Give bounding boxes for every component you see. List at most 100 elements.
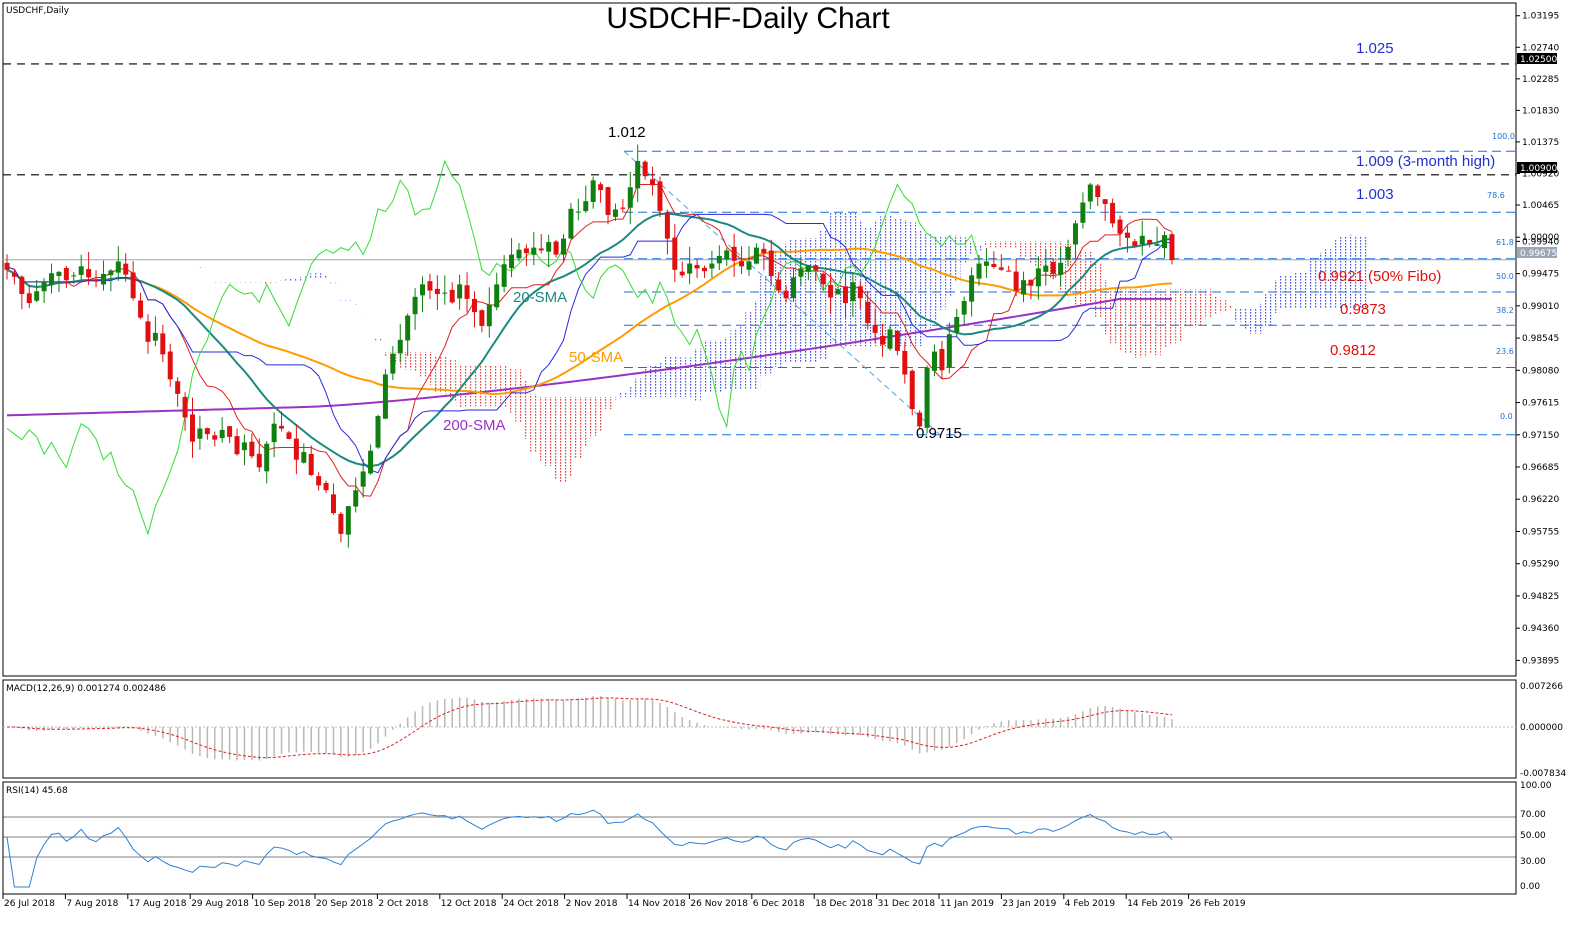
cloud-segment <box>322 275 330 278</box>
cloud-segment <box>1153 289 1161 356</box>
cloud-segment <box>1264 294 1273 327</box>
x-tick-label: 20 Sep 2018 <box>316 899 373 909</box>
cloud-segment <box>530 394 538 454</box>
cloud-segment <box>1168 289 1176 345</box>
candle-body <box>26 293 32 304</box>
candle-body <box>34 291 40 301</box>
candle-body <box>316 476 322 486</box>
candle-body <box>360 471 366 487</box>
x-tick-label: 12 Oct 2018 <box>441 899 497 909</box>
candle-body <box>204 428 210 435</box>
y-tick-label: 1.00920 <box>1522 169 1559 179</box>
rsi-panel <box>2 781 1517 895</box>
candle-body <box>902 350 908 375</box>
candle-body <box>531 247 537 255</box>
candle-body <box>41 282 47 292</box>
cloud-segment <box>285 279 293 281</box>
y-tick-label: 0.99940 <box>1522 237 1559 247</box>
sma50-line <box>6 247 1172 396</box>
cloud-segment <box>648 364 657 397</box>
candle-body <box>375 416 381 448</box>
candle-body <box>872 324 878 333</box>
candle-body <box>798 268 804 277</box>
x-tick-label: 4 Feb 2019 <box>1065 899 1116 909</box>
candle-body <box>1065 246 1071 260</box>
y-tick-label: 0.96220 <box>1522 495 1559 505</box>
candle-body <box>538 248 544 251</box>
cloud-segment <box>1361 237 1369 309</box>
cloud-segment <box>1242 308 1250 329</box>
candle-body <box>731 246 737 261</box>
cloud-segment <box>774 250 783 367</box>
rsi-tick-100: 100.00 <box>1520 781 1552 791</box>
candle-body <box>464 285 470 299</box>
x-tick-label: 23 Jan 2019 <box>1002 899 1056 909</box>
fib-236-label: 23.6 <box>1496 347 1514 356</box>
x-tick-label: 7 Aug 2018 <box>66 899 118 909</box>
cloud-segment <box>596 396 605 431</box>
candle-body <box>11 272 17 277</box>
cloud-segment <box>1064 243 1072 297</box>
cloud-segment <box>901 219 909 347</box>
cloud-segment <box>448 359 456 402</box>
cloud-segment <box>656 362 664 397</box>
candle-body <box>115 261 121 273</box>
candle-body <box>709 263 715 269</box>
cloud-segment <box>819 230 827 360</box>
candle-body <box>575 211 581 213</box>
cloud-segment <box>225 281 234 283</box>
x-tick-label: 6 Dec 2018 <box>753 899 805 909</box>
cloud-segment <box>574 396 583 459</box>
cloud-segment <box>1190 289 1198 328</box>
cloud-segment <box>337 299 345 301</box>
y-tick-label: 1.00465 <box>1522 201 1559 211</box>
cloud-segment <box>314 273 323 278</box>
cloud-segment <box>953 235 961 282</box>
cloud-segment <box>1183 289 1191 328</box>
cloud-segment <box>403 351 412 370</box>
candle-body <box>612 209 618 217</box>
cloud-segment <box>441 355 449 394</box>
candle-body <box>227 426 233 437</box>
candle-body <box>1087 184 1093 202</box>
candle-body <box>301 452 307 463</box>
candle-body <box>561 238 566 255</box>
candle-body <box>286 432 292 439</box>
level-1003-label: 1.003 <box>1356 186 1394 203</box>
cloud-segment <box>500 364 508 408</box>
candle-body <box>776 279 782 291</box>
indicator-lines <box>6 159 1173 536</box>
y-tick-label: 0.95290 <box>1522 560 1559 570</box>
cloud-segment <box>990 241 998 248</box>
cloud-segment <box>366 326 375 327</box>
candle-body <box>650 179 656 186</box>
cloud-segment <box>344 299 353 301</box>
high-label: 1.012 <box>608 124 646 141</box>
cloud-segment <box>1123 289 1132 354</box>
candle-body <box>590 180 596 202</box>
candle-body <box>1080 202 1086 223</box>
fib-100-label: 100.0 <box>1492 132 1515 141</box>
cloud-segment <box>923 234 931 329</box>
candle-body <box>865 301 871 324</box>
candle-body <box>739 261 745 267</box>
candle-body <box>1021 280 1027 295</box>
candle-body <box>471 298 477 313</box>
cloud-segment <box>1227 305 1236 308</box>
cloud-segment <box>211 281 219 283</box>
low-label: 0.9715 <box>916 425 962 442</box>
cloud-segment <box>604 396 612 410</box>
y-tick-label: 1.02285 <box>1522 75 1559 85</box>
candle-body <box>479 310 485 326</box>
candle-body <box>241 442 247 451</box>
candle-body <box>850 282 856 301</box>
sma200-line <box>6 297 1172 417</box>
candle-body <box>71 275 77 277</box>
cloud-segment <box>1257 303 1265 334</box>
candle-body <box>894 330 900 351</box>
cloud-segment <box>908 222 916 347</box>
cloud-segment <box>196 266 204 268</box>
x-tick-label: 10 Sep 2018 <box>254 899 311 909</box>
candle-body <box>1006 270 1012 272</box>
candle-body <box>353 490 359 507</box>
